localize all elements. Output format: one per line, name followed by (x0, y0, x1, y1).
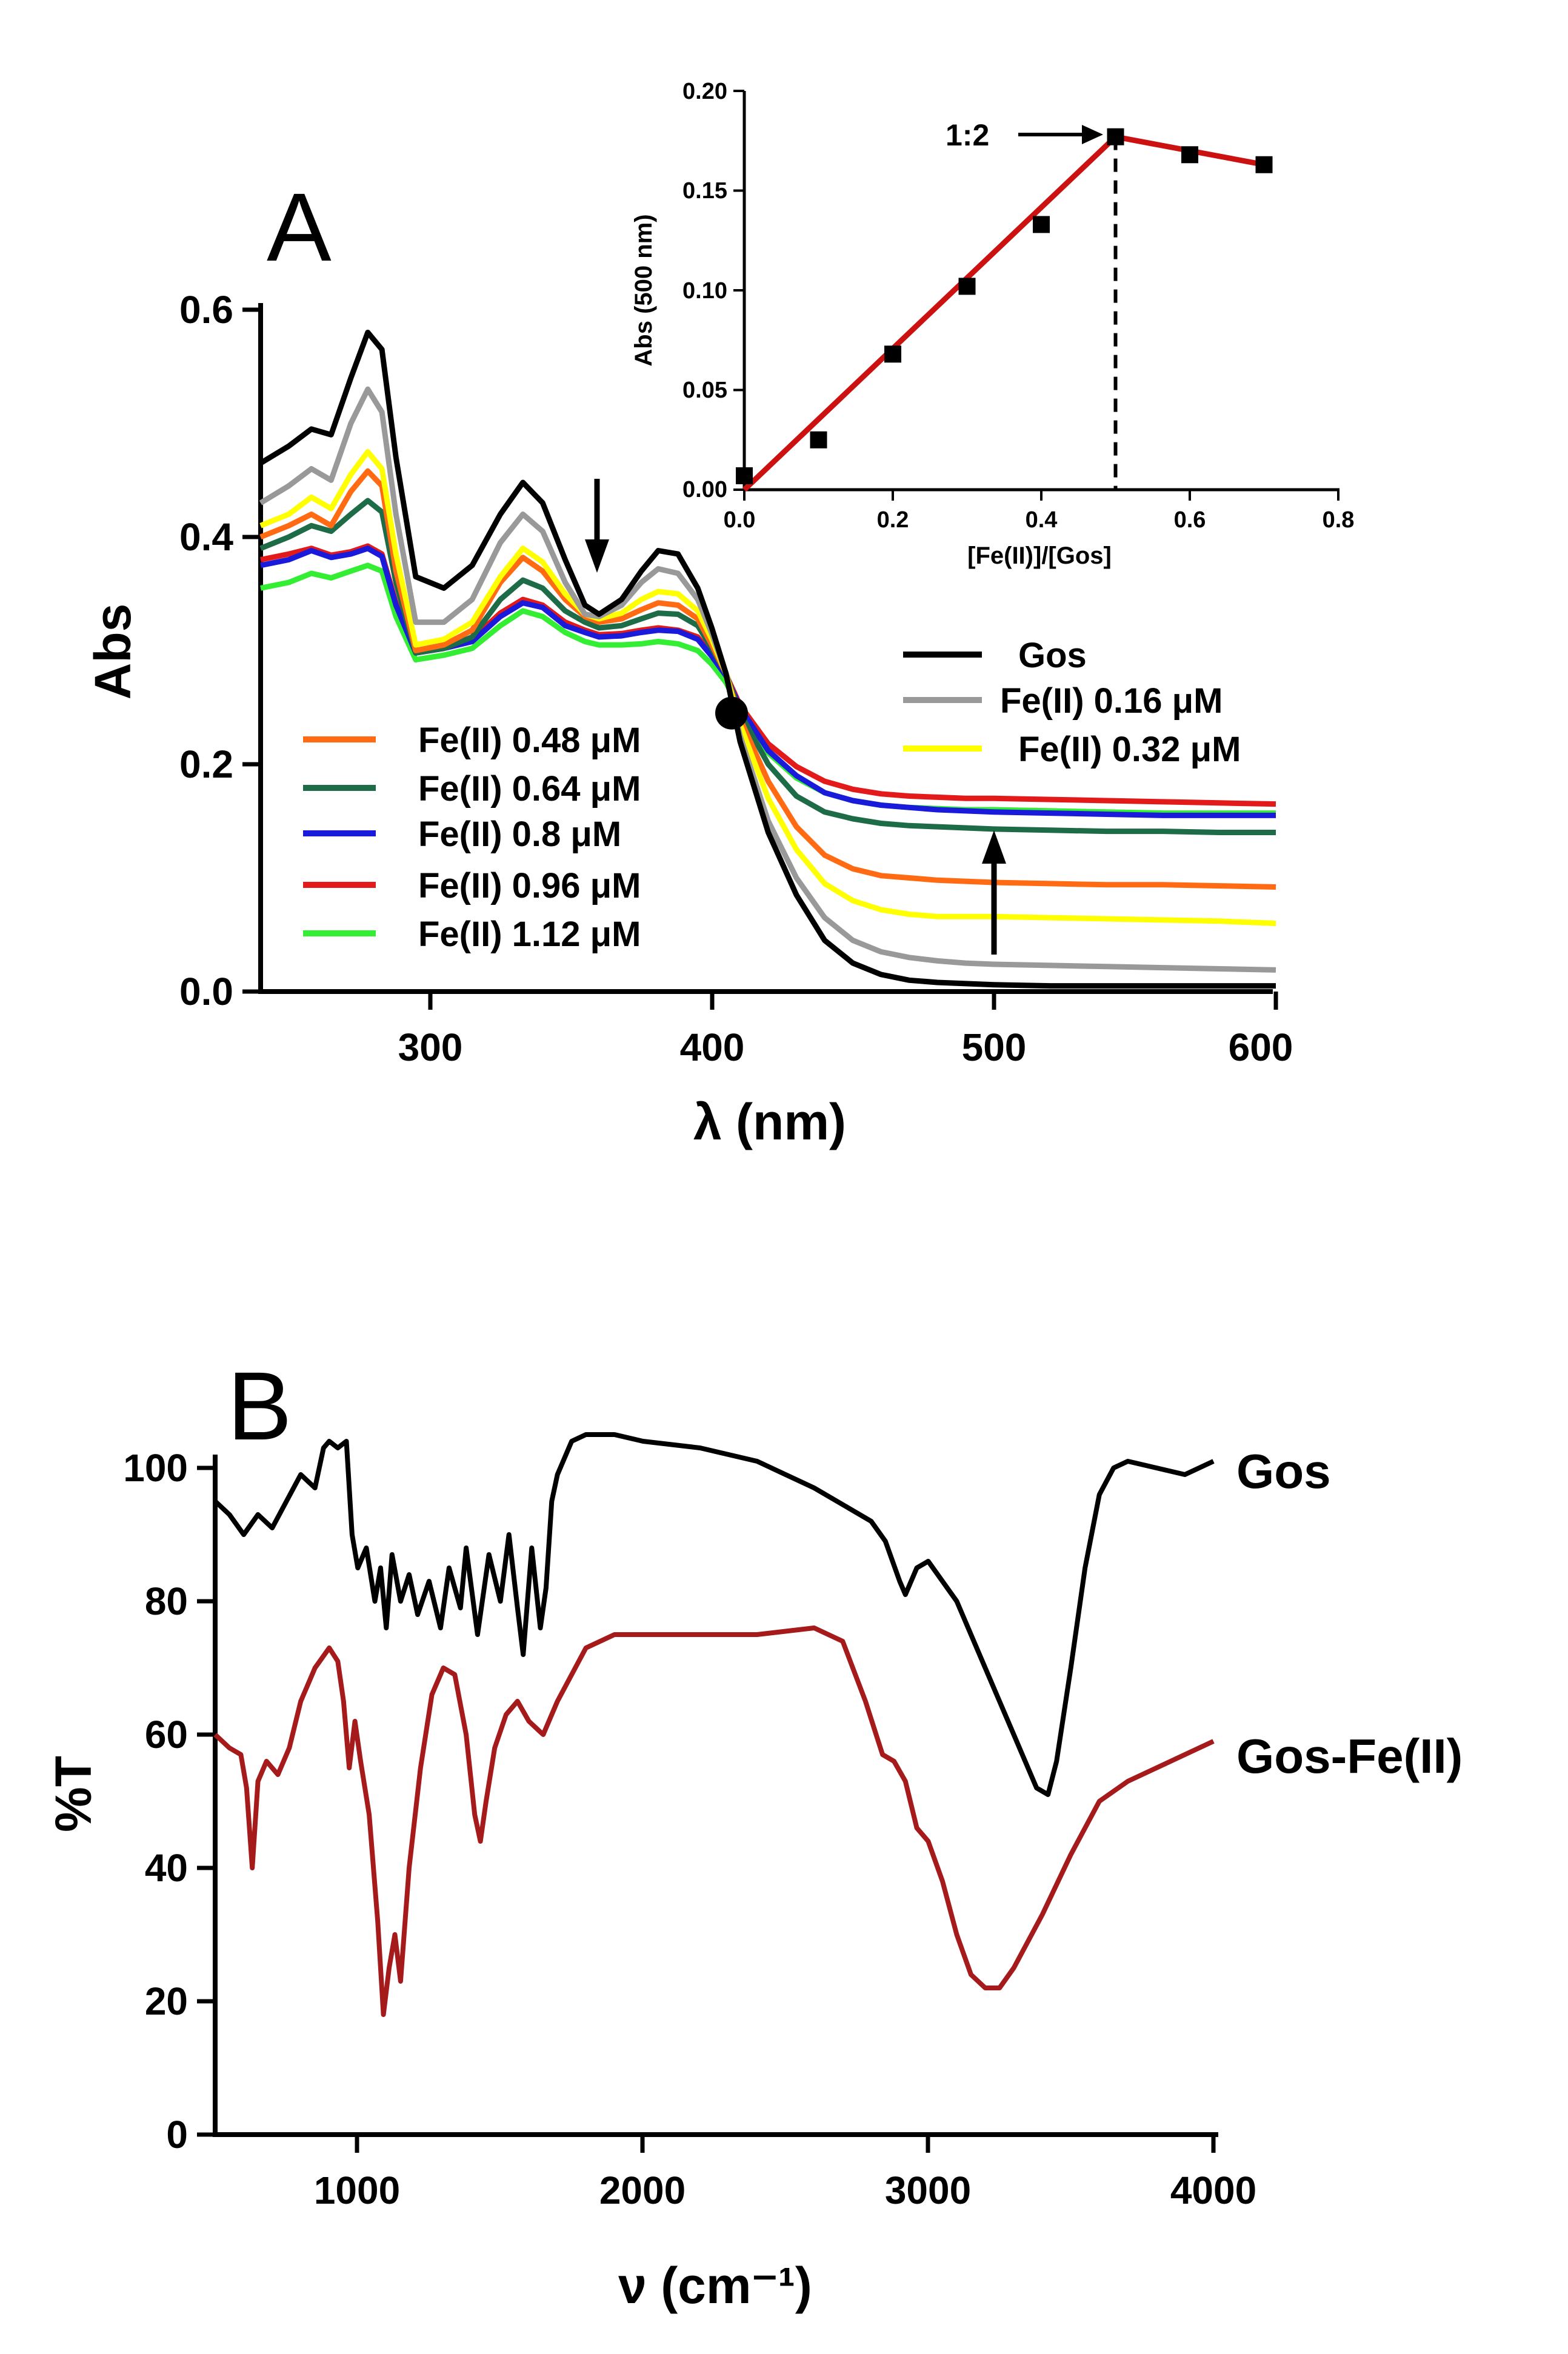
panel-a-y-tick-label: 0.6 (179, 288, 233, 332)
panel-a-spectra (259, 330, 1276, 989)
panel-a-x-tick-label: 600 (1229, 1025, 1293, 1069)
spectrum-line-1 (259, 386, 1276, 973)
inset-ratio-label: 1:2 (946, 118, 989, 152)
panel-b-y-tick-label: 20 (145, 1979, 188, 2023)
inset-data-point (884, 345, 901, 363)
spectrum-line-0 (259, 330, 1276, 989)
panel-a-y-tick-label: 0.0 (179, 970, 233, 1013)
inset-data-point (1033, 216, 1050, 233)
panel-a: A 0.6 0.4 0.2 0.0 300 400 500 600 (84, 79, 1354, 1150)
inset-x-tick-label: 0.6 (1174, 507, 1206, 533)
legend-label-gos: Gos (1018, 636, 1087, 675)
spectrum-line-4 (259, 498, 1276, 835)
legend-label-fe112: Fe(II) 1.12 μM (418, 915, 641, 954)
panel-b-x-tick-label: 1000 (314, 2169, 400, 2212)
inset-x-tick-label: 0.0 (724, 507, 756, 533)
panel-b-y-tick-label: 0 (166, 2113, 188, 2156)
panel-b-x-title: ν (cm⁻¹) (618, 2257, 812, 2314)
inset-x-title: [Fe(II)]/[Gos] (967, 542, 1112, 569)
inset-y-tick-label: 0.20 (682, 79, 727, 104)
legend-label-fe048: Fe(II) 0.48 μM (418, 721, 641, 760)
inset-x-tick-label: 0.8 (1323, 507, 1355, 533)
panel-b-x-tick-label: 2000 (599, 2169, 686, 2212)
panel-a-x-tick-label: 400 (680, 1025, 745, 1069)
spectrum-line-5 (260, 545, 1276, 818)
inset-data-point (1255, 156, 1273, 173)
up-arrow (982, 830, 1006, 955)
inset-plot: 0.20 0.15 0.10 0.05 0.00 0.0 0.2 0.4 0.6… (630, 79, 1354, 569)
panel-a-axes: 0.6 0.4 0.2 0.0 300 400 500 600 λ (nm) A… (84, 288, 1293, 1150)
inset-y-tick-label: 0.10 (682, 278, 727, 304)
inset-x-tick-label: 0.2 (877, 507, 909, 533)
panel-b-y-tick-label: 40 (145, 1846, 188, 1890)
panel-a-y-title: Abs (84, 604, 141, 700)
panel-b-y-tick-label: 100 (123, 1446, 188, 1490)
panel-b-y-tick-label: 80 (145, 1579, 188, 1623)
ir-spectrum-gos (213, 1432, 1215, 1797)
inset-x-tick-label: 0.4 (1026, 507, 1058, 533)
panel-b: B 0 20 40 60 80 100 1000 2000 (45, 1352, 1463, 2314)
isosbestic-point (715, 696, 749, 730)
inset-data-point (810, 431, 827, 448)
inset-data-point (958, 278, 976, 295)
legend-label-fe032: Fe(II) 0.32 μM (1018, 730, 1241, 769)
panel-a-y-tick-label: 0.2 (179, 742, 233, 786)
legend-label-fe080: Fe(II) 0.8 μM (418, 815, 621, 854)
inset-data-point (1107, 128, 1124, 145)
spectrum-line-2 (259, 448, 1276, 926)
inset-ratio-arrow-head (1082, 125, 1103, 144)
legend-left: Fe(II) 0.48 μM Fe(II) 0.64 μM Fe(II) 0.8… (303, 721, 641, 954)
panel-a-x-title: λ (nm) (693, 1093, 846, 1150)
legend-label-fe096: Fe(II) 0.96 μM (418, 866, 641, 905)
panel-a-label: A (267, 173, 332, 281)
inset-y-tick-label: 0.05 (682, 378, 727, 403)
legend-label-fe016: Fe(II) 0.16 μM (1000, 681, 1223, 721)
legend-right: Gos Fe(II) 0.16 μM Fe(II) 0.32 μM (903, 636, 1241, 769)
inset-data-point (1181, 146, 1198, 164)
up-arrow-head (982, 830, 1006, 864)
down-arrow-head (585, 539, 609, 573)
legend-label-fe064: Fe(II) 0.64 μM (418, 769, 641, 809)
panel-a-x-tick-label: 300 (398, 1025, 463, 1069)
panel-b-x-tick-label: 3000 (885, 2169, 971, 2212)
panel-b-label: B (227, 1352, 292, 1460)
inset-points-group (736, 128, 1273, 484)
ir-spectrum-gos-fe (213, 1625, 1215, 2017)
panel-b-y-title: %T (45, 1756, 102, 1832)
panel-b-y-tick-label: 60 (145, 1713, 188, 1756)
panel-b-axes: 0 20 40 60 80 100 1000 2000 3000 4000 ν … (45, 1446, 1256, 2314)
inset-y-title: Abs (500 nm) (630, 214, 657, 366)
inset-data-point (736, 467, 753, 484)
panel-b-label-gos: Gos (1236, 1444, 1331, 1498)
inset-y-tick-label: 0.15 (682, 178, 727, 204)
spectrum-line-3 (259, 468, 1276, 890)
panel-b-label-gos-fe: Gos-Fe(II) (1236, 1729, 1463, 1783)
panel-b-x-tick-label: 4000 (1170, 2169, 1256, 2212)
panel-a-y-tick-label: 0.4 (179, 515, 233, 559)
panel-b-spectra (213, 1432, 1215, 2017)
down-arrow (585, 479, 609, 573)
inset-y-tick-label: 0.00 (682, 477, 727, 502)
panel-a-x-tick-label: 500 (962, 1025, 1027, 1069)
